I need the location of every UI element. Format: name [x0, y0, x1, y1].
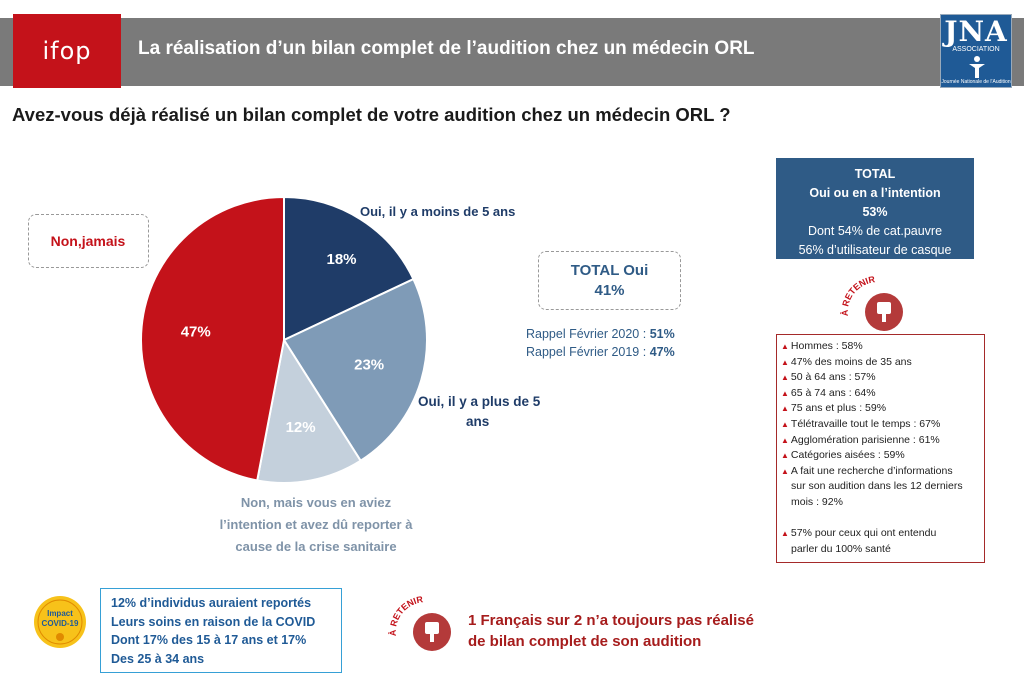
- triangle-up-icon: ▲: [781, 419, 789, 429]
- covid-box: 12% d’individus auraient reportés Leurs …: [100, 588, 342, 673]
- bottom-retain-line2: de bilan complet de son audition: [468, 633, 702, 650]
- retain-item-text: mois : 92%: [791, 495, 843, 508]
- triangle-up-icon: ▲: [781, 357, 789, 367]
- retain-item-8-line-2: mois : 92%: [781, 495, 980, 511]
- label-reporter-line3: cause de la crise sanitaire: [235, 539, 397, 554]
- retain-item-6-line-0: ▲ Agglomération parisienne : 61%: [781, 433, 980, 449]
- retain-item-text: 65 à 74 ans : 64%: [790, 386, 876, 399]
- rappel-2020-text: Rappel Février 2020 :: [526, 327, 650, 341]
- triangle-up-icon: ▲: [781, 404, 789, 414]
- retain-item-8-line-1: sur son audition dans les 12 derniers: [781, 479, 980, 495]
- label-reporter-line1: Non, mais vous en aviez: [240, 495, 392, 510]
- retain-item-4-line-0: ▲ 75 ans et plus : 59%: [781, 401, 980, 417]
- triangle-up-icon: ▲: [781, 451, 789, 461]
- label-moins-5-ans: Oui, il y a moins de 5 ans: [360, 204, 516, 219]
- pie-value-label-1: 23%: [354, 357, 384, 374]
- retain-item-2-line-0: ▲ 50 à 64 ans : 57%: [781, 370, 980, 386]
- label-plus-5-ans-line2: ans: [466, 414, 490, 429]
- triangle-up-icon: ▲: [781, 342, 789, 351]
- page-title: La réalisation d’un bilan complet de l’a…: [138, 38, 755, 59]
- bottom-retain-stamp-icon: À RETENIR: [388, 594, 451, 651]
- label-non-jamais: Non,jamais: [50, 233, 126, 249]
- retain-item-text: 47% des moins de 35 ans: [790, 355, 912, 368]
- jna-logo-tiny: Journée Nationale de l’Audition: [941, 79, 1011, 85]
- retain-item-text: sur son audition dans les 12 derniers: [791, 480, 963, 493]
- total-oui-label: TOTAL Oui: [570, 262, 649, 279]
- triangle-up-icon: ▲: [781, 373, 789, 383]
- jna-logo: JNA ASSOCIATION Journée Nationale de l’A…: [940, 14, 1012, 88]
- label-reporter-line2: l’intention et avez dû reporter à: [219, 517, 413, 532]
- triangle-up-icon: ▲: [781, 466, 789, 476]
- retain-item-8-line-0: ▲ A fait une recherche d’informations: [781, 464, 980, 480]
- pie-value-label-3: 47%: [181, 324, 211, 341]
- ifop-logo: ifop: [13, 14, 121, 88]
- covid-badge-line2: COVID-19: [42, 619, 79, 628]
- total-box-line3: 53%: [862, 205, 888, 219]
- rappel-2019-value: 47%: [649, 345, 675, 359]
- pie-slice-0: [283, 195, 415, 342]
- retain-item-0-line-0: ▲ Hommes : 58%: [781, 339, 980, 355]
- triangle-up-icon: ▲: [781, 529, 789, 539]
- pie-value-label-2: 12%: [286, 419, 316, 436]
- retain-item-1-line-0: ▲ 47% des moins de 35 ans: [781, 355, 980, 371]
- retain-item-text: A fait une recherche d’informations: [790, 464, 953, 477]
- pie-slice-3: [140, 195, 285, 482]
- retain-item-7-line-0: ▲ Catégories aisées : 59%: [781, 448, 980, 464]
- rappel-2020-value: 51%: [649, 327, 675, 341]
- retain-item-9-line-0: [781, 511, 980, 527]
- rappel-2019-text: Rappel Février 2019 :: [526, 345, 650, 359]
- retain-item-text: Agglomération parisienne : 61%: [790, 433, 940, 446]
- retain-item-text: Télétravaille tout le temps : 67%: [790, 417, 941, 430]
- covid-badge-line1: Impact: [47, 609, 73, 618]
- retain-item-text: 75 ans et plus : 59%: [790, 402, 887, 415]
- pie-slice-2: [256, 337, 363, 484]
- label-plus-5-ans-line1: Oui, il y a plus de 5: [418, 394, 541, 409]
- pie-value-label-0: 18%: [326, 251, 356, 268]
- retain-item-text: 57% pour ceux qui ont entendu: [790, 527, 937, 540]
- rappels: Rappel Février 2020 : 51% Rappel Février…: [526, 325, 675, 361]
- non-jamais-box: Non,jamais: [28, 214, 149, 268]
- total-intention-box: TOTAL Oui ou en a l’intention 53% Dont 5…: [776, 158, 974, 259]
- retain-item-text: parler du 100% santé: [791, 542, 891, 555]
- jna-logo-small: ASSOCIATION: [952, 46, 1000, 53]
- retain-item-3-line-0: ▲ 65 à 74 ans : 64%: [781, 386, 980, 402]
- covid-box-line1: 12% d’individus auraient reportés: [111, 596, 312, 610]
- retain-item-text: Catégories aisées : 59%: [790, 449, 905, 462]
- header-bar: [0, 18, 1024, 86]
- rappel-2020: Rappel Février 2020 : 51%: [526, 325, 675, 343]
- retain-item-10-line-1: parler du 100% santé: [781, 542, 980, 558]
- covid-box-line3: Dont 17% des 15 à 17 ans et 17%: [111, 633, 307, 647]
- bottom-retain-text: 1 Français sur 2 n’a toujours pas réalis…: [468, 610, 754, 652]
- rappel-2019: Rappel Février 2019 : 47%: [526, 343, 675, 361]
- retain-stamp-icon: À RETENIR: [840, 274, 903, 331]
- bottom-retain-line1: 1 Français sur 2 n’a toujours pas réalis…: [468, 612, 754, 629]
- jna-person-icon: [969, 56, 985, 78]
- triangle-up-icon: ▲: [781, 388, 789, 398]
- covid-box-line2: Leurs soins en raison de la COVID: [111, 614, 316, 629]
- retain-list: ▲ Hommes : 58% ▲ 47% des moins de 35 ans ▲ 50…: [776, 334, 985, 563]
- question-text: Avez-vous déjà réalisé un bilan complet …: [12, 104, 731, 125]
- total-box-line2: Oui ou en a l’intention: [809, 186, 941, 200]
- retain-item-5-line-0: ▲ Télétravaille tout le temps : 67%: [781, 417, 980, 433]
- total-box-line5: 56% d’utilisateur de casque: [798, 243, 952, 257]
- total-box-line1: TOTAL: [854, 167, 896, 181]
- ifop-logo-text: ifop: [42, 37, 92, 65]
- covid-impact-badge: Impact COVID-19: [34, 596, 86, 648]
- triangle-up-icon: ▲: [781, 435, 789, 445]
- label-plus-5-ans: Oui, il y a plus de 5 ans: [418, 392, 540, 432]
- total-oui-box: TOTAL Oui 41%: [538, 251, 681, 310]
- retain-item-10-line-0: ▲ 57% pour ceux qui ont entendu: [781, 526, 980, 542]
- retain-item-text: Hommes : 58%: [790, 340, 863, 352]
- label-reporter: Non, mais vous en aviez l’intention et a…: [200, 492, 432, 558]
- total-box-line4: Dont 54% de cat.pauvre: [807, 224, 943, 238]
- virus-icon: [56, 633, 64, 641]
- total-oui-value: 41%: [594, 282, 625, 299]
- retain-item-text: 50 à 64 ans : 57%: [790, 371, 876, 384]
- covid-box-line4: Des 25 à 34 ans: [111, 651, 205, 666]
- pie-slice-1: [282, 277, 428, 463]
- jna-logo-big: JNA: [944, 15, 1008, 48]
